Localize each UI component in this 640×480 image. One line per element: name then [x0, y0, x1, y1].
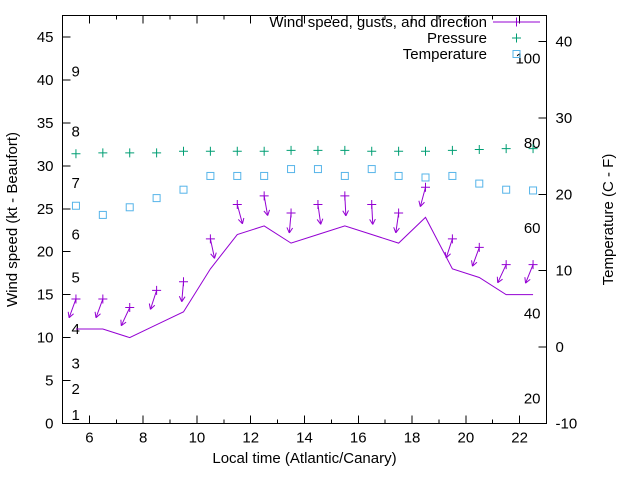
- x-tick-label: 10: [189, 430, 206, 447]
- legend-sample: [512, 33, 521, 43]
- y-right-tick-label: 0: [556, 339, 564, 356]
- y-left-tick-label: 35: [37, 115, 54, 132]
- y-left-tick-label: 20: [37, 244, 54, 261]
- pressure-points: [71, 144, 538, 159]
- beaufort-scale-label: 6: [72, 227, 80, 244]
- axes: [62, 15, 547, 424]
- beaufort-scale-label: 3: [72, 355, 80, 372]
- legend-sample: [512, 50, 521, 58]
- beaufort-scale-label: 7: [72, 175, 80, 192]
- beaufort-scale-label: 5: [72, 269, 80, 286]
- y-left-tick-label: 0: [45, 416, 53, 433]
- beaufort-scale-label: 4: [72, 321, 80, 338]
- beaufort-scale-label: 2: [72, 381, 80, 398]
- wind-direction-arrows: [67, 187, 534, 327]
- legend-label: Pressure: [427, 30, 487, 47]
- beaufort-scale-label: 9: [72, 63, 80, 80]
- y-left-tick-label: 30: [37, 158, 54, 175]
- y-left-tick-label: 10: [37, 330, 54, 347]
- fahrenheit-scale-label: 100: [515, 50, 540, 67]
- y-left-tick-label: 15: [37, 287, 54, 304]
- legend: Wind speed, gusts, and directionPressure…: [269, 14, 540, 63]
- y-right-tick-label: 40: [556, 33, 573, 50]
- y-right-tick-label: 20: [556, 186, 573, 203]
- wind-speed-line: [75, 216, 534, 339]
- y-left-axis-title: Wind speed (kt - Beaufort): [4, 132, 21, 307]
- legend-sample: [493, 17, 540, 27]
- fahrenheit-scale-label: 80: [524, 135, 541, 152]
- x-tick-label: 6: [85, 430, 93, 447]
- temperature-points: [71, 165, 538, 219]
- legend-label: Temperature: [403, 46, 487, 63]
- x-tick-label: 20: [457, 430, 474, 447]
- fahrenheit-scale-label: 60: [524, 220, 541, 237]
- fahrenheit-scale-label: 20: [524, 390, 541, 407]
- y-right-tick-label: 30: [556, 110, 573, 127]
- x-tick-label: 16: [350, 430, 367, 447]
- legend-label: Wind speed, gusts, and direction: [269, 14, 487, 31]
- fahrenheit-scale-label: 40: [524, 305, 541, 322]
- x-tick-label: 14: [296, 430, 313, 447]
- y-right-tick-label: 10: [556, 263, 573, 280]
- beaufort-scale-label: 1: [72, 407, 80, 424]
- y-left-tick-label: 40: [37, 72, 54, 89]
- y-right-tick-label: -10: [556, 416, 578, 433]
- x-tick-label: 12: [242, 430, 259, 447]
- y-left-tick-label: 25: [37, 201, 54, 218]
- x-tick-label: 22: [511, 430, 528, 447]
- x-tick-label: 18: [404, 430, 421, 447]
- tick-labels: 6 8 10 12 14 16 18 20 22051015202530354045-10010…: [37, 29, 577, 447]
- x-tick-label: 8: [139, 430, 147, 447]
- y-left-tick-label: 45: [37, 29, 54, 46]
- x-axis-title: Local time (Atlantic/Canary): [212, 450, 396, 467]
- y-right-axis-title: Temperature (C - F): [600, 154, 617, 286]
- y-left-tick-label: 5: [45, 373, 53, 390]
- beaufort-scale-label: 8: [72, 123, 80, 140]
